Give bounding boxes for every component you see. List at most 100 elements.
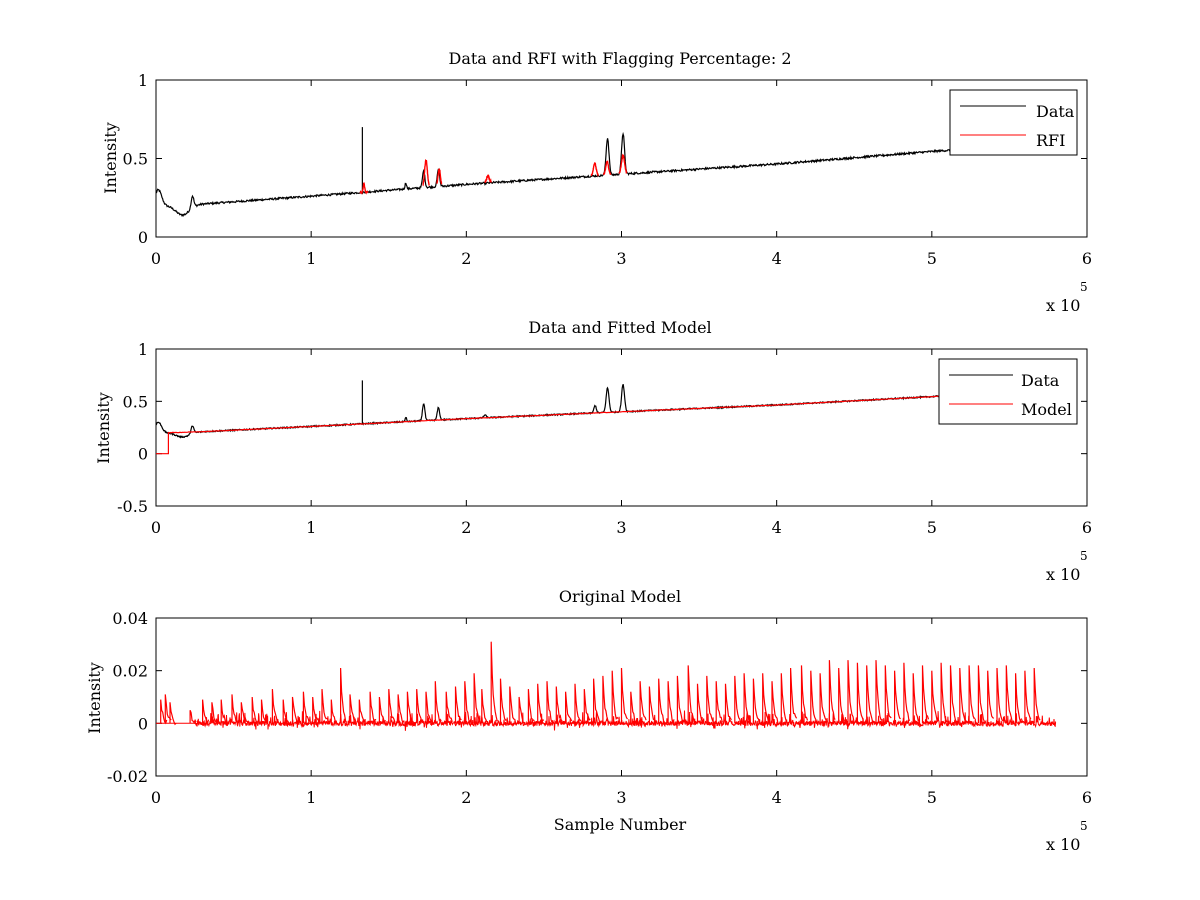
residual-spike (838, 667, 846, 724)
x-multiplier-base: x 10 (1046, 296, 1080, 315)
residual-spike (780, 673, 788, 724)
residual-spike (959, 667, 967, 724)
plot-area: 0 1 2 3 4 5 6-0.500.51 (117, 340, 1092, 537)
residual-spike (169, 702, 177, 726)
residual-spike (321, 689, 329, 724)
y-tick-label: 1 (138, 71, 148, 90)
residual-spike (312, 696, 320, 724)
rfi-segment (618, 153, 628, 174)
residual-spike (620, 667, 628, 724)
rfi-segment (590, 162, 599, 177)
residual-spike (220, 699, 228, 724)
x-multiplier-exponent: 5 (1080, 549, 1088, 563)
residual-trace (156, 710, 1057, 731)
rfi-segment (422, 158, 430, 187)
series-layer (156, 127, 1041, 217)
y-tick-label: -0.02 (107, 767, 148, 786)
rfi-segment (484, 174, 492, 183)
x-tick-label: 2 (461, 249, 471, 268)
residual-spike (260, 699, 269, 725)
panel-rfi: Data and RFI with Flagging Percentage: 2… (101, 49, 1092, 315)
x-axis-label: Sample Number (554, 815, 687, 834)
y-tick-label: 0 (138, 445, 148, 464)
x-tick-label: 4 (772, 249, 782, 268)
residual-spike (388, 689, 396, 724)
y-tick-label: 1 (138, 340, 148, 359)
residual-spike (667, 681, 675, 724)
x-tick-label: 2 (461, 518, 471, 537)
rfi-segment (603, 159, 612, 176)
residual-spike (639, 681, 647, 724)
panel-title: Data and RFI with Flagging Percentage: 2 (448, 49, 791, 68)
residual-spike (611, 670, 619, 724)
residual-spike (903, 662, 911, 724)
x-multiplier-base: x 10 (1046, 565, 1080, 584)
residual-spike (715, 681, 723, 724)
residual-spike (724, 683, 732, 724)
y-axis-label: Intensity (101, 122, 120, 194)
residual-spike (583, 689, 591, 724)
residual-spike (743, 673, 751, 724)
residual-spike (977, 665, 985, 724)
x-tick-label: 0 (151, 518, 161, 537)
residual-spike (397, 694, 405, 724)
x-tick-label: 2 (461, 788, 471, 807)
y-tick-label: 0.5 (123, 392, 148, 411)
rfi-segment (436, 167, 443, 185)
y-axis-label: Intensity (85, 662, 104, 734)
residual-spike (434, 681, 442, 724)
rfi-segment (359, 182, 369, 195)
residual-spike (555, 686, 563, 724)
residual-spike (687, 665, 695, 724)
residual-spike (537, 683, 545, 724)
x-tick-label: 3 (616, 788, 626, 807)
residual-spike (912, 673, 920, 724)
legend-label-rfi: RFI (1036, 131, 1065, 150)
residual-spike (940, 662, 948, 724)
residual-spike (202, 699, 210, 725)
residual-spike (696, 683, 705, 724)
x-multiplier-exponent: 5 (1080, 280, 1088, 294)
legend-label-data: Data (1036, 102, 1075, 121)
residual-spike (968, 665, 976, 724)
plot-area: 0 1 2 3 4 5 6 0 0.5 1 (123, 71, 1093, 268)
y-tick-label: 0 (138, 714, 148, 733)
residual-spike (518, 696, 526, 725)
x-tick-label: 0 (151, 249, 161, 268)
residual-spike (921, 665, 930, 724)
residual-spike (1024, 670, 1032, 724)
legend-label-model: Model (1021, 400, 1072, 419)
residual-spike (464, 681, 472, 724)
residual-spike (565, 691, 573, 724)
series-line-model (156, 395, 940, 455)
residual-spike (949, 665, 958, 724)
x-tick-label: 5 (927, 249, 937, 268)
x-tick-label: 3 (616, 249, 626, 268)
residual-spike (454, 686, 462, 724)
residual-spike (856, 662, 864, 724)
residual-spike (866, 665, 874, 724)
residual-spike (490, 641, 498, 724)
residual-spike (706, 675, 714, 724)
residual-spike (349, 694, 357, 724)
x-tick-label: 5 (927, 518, 937, 537)
residual-spike (593, 678, 601, 724)
x-tick-label: 5 (927, 788, 937, 807)
residual-spike (630, 691, 638, 724)
residual-spike (574, 683, 582, 724)
residual-spike (445, 691, 453, 724)
residual-spike (771, 681, 779, 724)
residual-spike (340, 667, 348, 724)
x-tick-label: 1 (306, 249, 316, 268)
residual-spike (302, 691, 310, 725)
x-tick-label: 0 (151, 788, 161, 807)
residual-spike (819, 673, 827, 724)
residual-spike (734, 675, 742, 724)
x-tick-label: 6 (1082, 249, 1092, 268)
series-layer (156, 380, 940, 455)
residual-spike (1005, 665, 1013, 724)
residual-spike (499, 678, 507, 724)
residual-spike (884, 665, 892, 724)
residual-spike (875, 660, 883, 724)
